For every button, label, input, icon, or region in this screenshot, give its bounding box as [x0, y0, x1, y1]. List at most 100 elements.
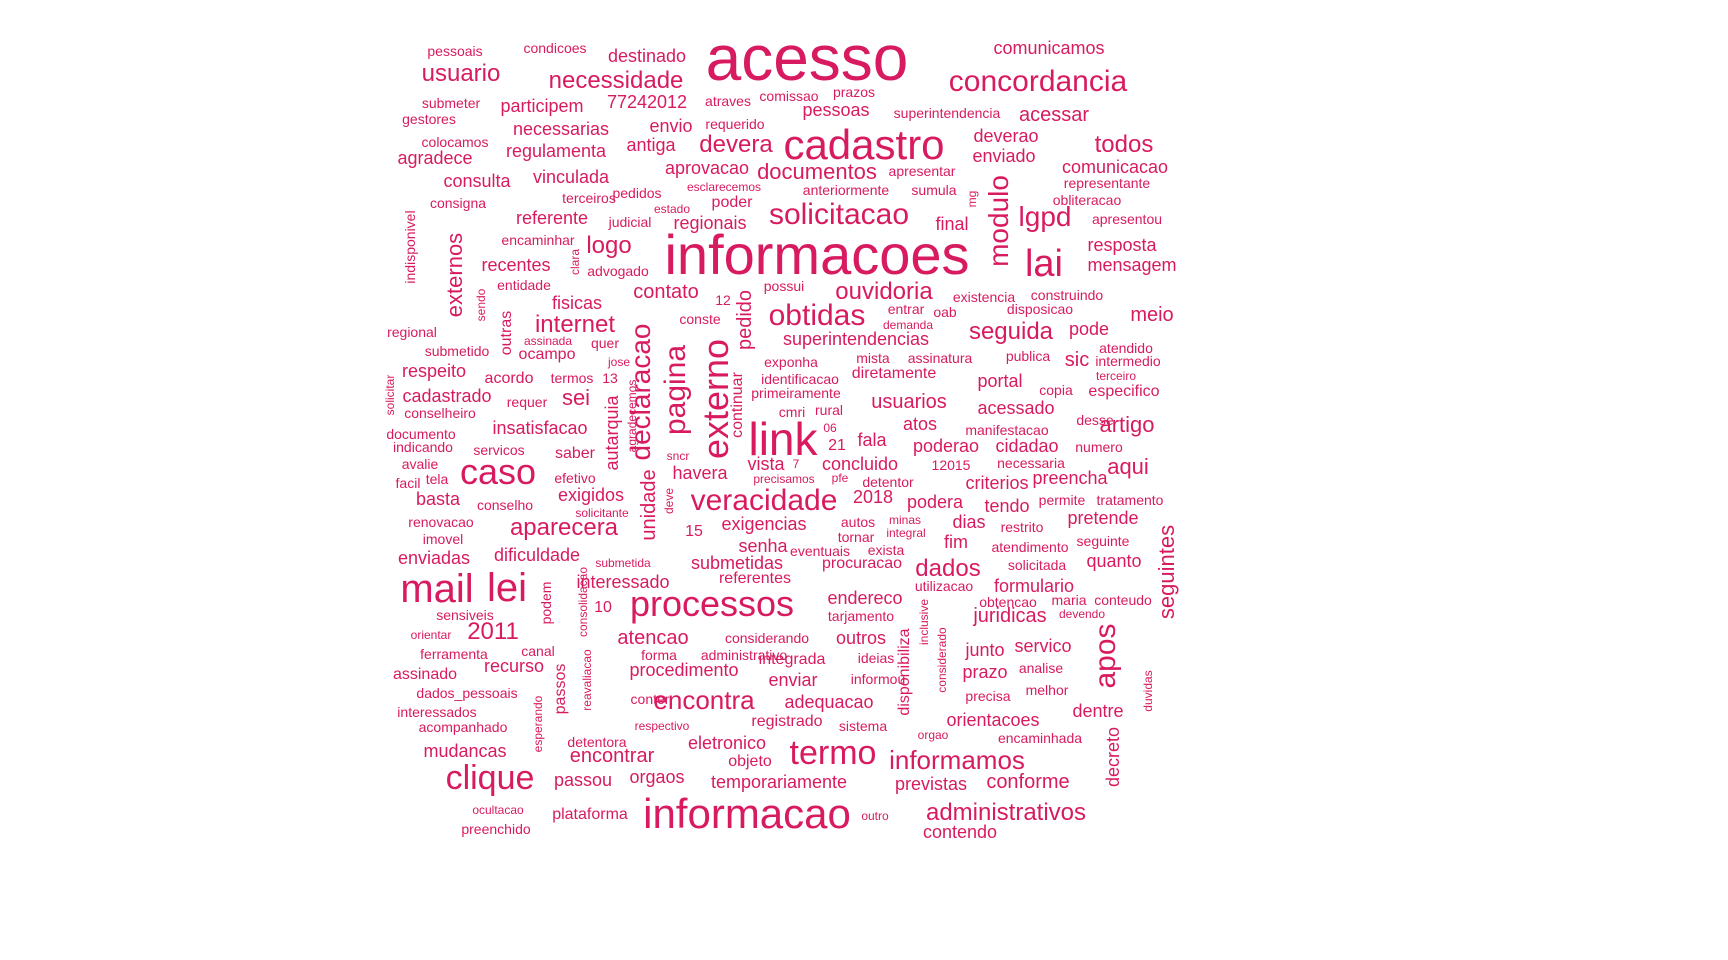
word-saber: saber: [554, 445, 596, 462]
word-precisa: precisa: [965, 688, 1011, 704]
word-dentre: dentre: [1072, 701, 1124, 721]
word-documentos: documentos: [757, 159, 877, 184]
word-interessados: interessados: [397, 704, 477, 720]
word-renovacao: renovacao: [408, 514, 474, 530]
word-recurso: recurso: [483, 656, 545, 676]
word-facil: facil: [395, 475, 421, 491]
word-fim: fim: [944, 532, 968, 552]
word-comunicamos: comunicamos: [993, 38, 1105, 58]
word-veracidade: veracidade: [690, 484, 838, 517]
word-informacao: informacao: [643, 790, 851, 837]
word-termos: termos: [550, 370, 594, 386]
word-assinado: assinado: [392, 666, 458, 683]
word-informou: informou: [850, 671, 906, 687]
word-cmri: cmri: [778, 404, 806, 420]
word-artigo: artigo: [1099, 412, 1155, 437]
word-necessaria: necessaria: [997, 455, 1065, 471]
word-jose: jose: [607, 355, 631, 369]
word-solicitada: solicitada: [1007, 557, 1067, 573]
word-fala: fala: [857, 430, 887, 450]
word-exigidos: exigidos: [557, 485, 625, 505]
word-acesso: acesso: [705, 22, 909, 94]
word-reavaliacao: reavaliacao: [580, 649, 594, 711]
word-ocampo: ocampo: [518, 346, 576, 363]
word-servicos: servicos: [473, 442, 525, 458]
word-esclarecemos: esclarecemos: [686, 180, 762, 194]
word-insatisfacao: insatisfacao: [492, 418, 588, 438]
word-precisamos: precisamos: [753, 472, 815, 486]
word-analise: analise: [1018, 660, 1064, 676]
word-administrativos: administrativos: [925, 799, 1087, 826]
word-conselho: conselho: [476, 497, 534, 513]
word-servico: servico: [1014, 636, 1072, 656]
word-respectivo: respectivo: [634, 719, 690, 733]
word-imovel: imovel: [422, 531, 464, 547]
word-poder: poder: [711, 194, 753, 211]
word-documento: documento: [386, 426, 456, 442]
word-outro: outro: [861, 809, 889, 823]
word-quer: quer: [590, 335, 620, 351]
word-intermedio: intermedio: [1095, 353, 1161, 369]
word-submetidas: submetidas: [690, 553, 784, 573]
word-forma: forma: [641, 647, 677, 663]
word-melhor: melhor: [1025, 682, 1069, 698]
word-final: final: [935, 214, 969, 234]
word-manifestacao: manifestacao: [965, 422, 1049, 438]
word-exponha: exponha: [764, 354, 818, 370]
word-lgpd: lgpd: [1018, 201, 1072, 232]
word-consulta: consulta: [443, 171, 511, 191]
word-termo: termo: [789, 734, 877, 772]
word-informacoes: informacoes: [664, 223, 970, 286]
word-prazos: prazos: [832, 84, 876, 100]
word-necessarias: necessarias: [512, 119, 610, 139]
word-podem: podem: [538, 581, 554, 625]
word-tarjamento: tarjamento: [827, 608, 895, 624]
word-prazo: prazo: [962, 662, 1008, 682]
word-disposicao: disposicao: [1006, 301, 1074, 317]
word-decreto: decreto: [1103, 726, 1123, 788]
word-usuarios: usuarios: [871, 391, 947, 413]
word-sensiveis: sensiveis: [436, 607, 494, 623]
word-caso: caso: [459, 451, 537, 492]
word-12: 12: [715, 292, 731, 308]
word-necessidade: necessidade: [548, 67, 684, 94]
word-2018: 2018: [852, 487, 894, 507]
word-havera: havera: [672, 463, 728, 483]
word-atendido: atendido: [1099, 340, 1153, 356]
word-pessoas: pessoas: [802, 100, 870, 120]
word-pfe: pfe: [831, 471, 849, 485]
word-minas: minas: [888, 513, 922, 527]
word-seguintes: seguintes: [1154, 524, 1179, 620]
word-7: 7: [792, 457, 800, 471]
word-envio: envio: [649, 116, 693, 136]
word-estado: estado: [653, 202, 691, 216]
word-ouvidoria: ouvidoria: [835, 278, 933, 305]
word-comunicacao: comunicacao: [1061, 157, 1169, 177]
word-pedido: pedido: [734, 289, 756, 351]
word-desse: desse: [1076, 412, 1114, 428]
word-criterios: criterios: [965, 473, 1029, 493]
word-conselheiro: conselheiro: [404, 405, 476, 421]
word-consigna: consigna: [429, 195, 487, 211]
word-especifico: especifico: [1088, 383, 1160, 400]
word-seguida: seguida: [968, 318, 1054, 345]
word-fisicas: fisicas: [551, 293, 603, 313]
word-antiga: antiga: [626, 135, 676, 155]
word-mudancas: mudancas: [423, 741, 507, 761]
word-informamos: informamos: [889, 745, 1025, 775]
word-submetido: submetido: [424, 343, 490, 359]
word-tratamento: tratamento: [1096, 492, 1164, 508]
word-eventuais: eventuais: [790, 543, 850, 559]
word-submetida: submetida: [595, 556, 651, 570]
word-encaminhar: encaminhar: [501, 232, 575, 248]
word-modulo: modulo: [983, 175, 1014, 267]
word-inclusive: inclusive: [917, 598, 931, 646]
word-condicoes: condicoes: [523, 40, 587, 56]
word-temporariamente: temporariamente: [710, 772, 848, 792]
word-lei: lei: [486, 566, 528, 610]
word-basta: basta: [415, 489, 461, 509]
word-dados: dados: [915, 555, 981, 582]
word-obtencao: obtencao: [979, 594, 1037, 610]
word-solicitacao: solicitacao: [768, 198, 910, 231]
word-sendo: sendo: [474, 288, 488, 322]
